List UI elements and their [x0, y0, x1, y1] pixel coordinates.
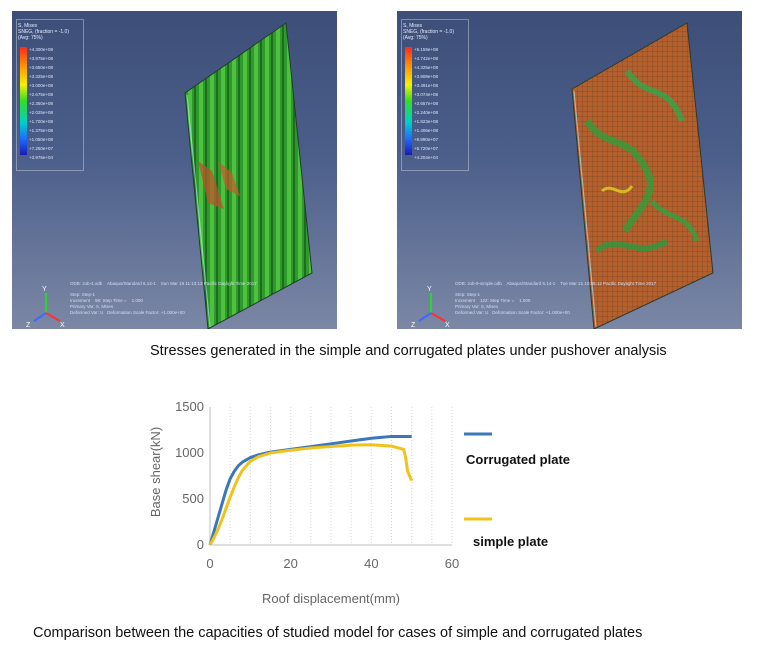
legend-header: S, Mises SNEG, (fraction = -1.0) (Avg: 7…: [18, 23, 69, 41]
x-tick-label: 20: [283, 556, 297, 571]
contour-legend: [16, 19, 84, 171]
x-tick-label: 0: [206, 556, 213, 571]
chart-legend: Corrugated plate simple plate: [464, 432, 570, 549]
legend-header: S, Mises SNEG, (fraction = -1.0) (Avg: 7…: [403, 23, 454, 41]
figure-caption-comparison: Comparison between the capacities of stu…: [33, 625, 643, 641]
y-tick-label: 1500: [175, 399, 204, 414]
chart-axes: [209, 407, 452, 546]
legend-values: +4.300e+08 +3.975e+08 +3.650e+08 +3.325e…: [29, 47, 54, 160]
step-info: Step: Step-1 Increment 98: Step Time = 1…: [70, 292, 185, 315]
svg-text:Y: Y: [42, 286, 47, 293]
x-tick-label: 40: [364, 556, 378, 571]
corrugated-plate-stress-image: S, Mises SNEG, (fraction = -1.0) (Avg: 7…: [12, 11, 337, 329]
legend-label-simple: simple plate: [473, 534, 548, 549]
legend-values: +5.159e+08 +4.742e+08 +4.325e+08 +3.908e…: [414, 47, 439, 160]
corrugated-plate-render: [184, 22, 313, 329]
x-axis-label: Roof displacement(mm): [262, 591, 400, 606]
x-tick-label: 60: [445, 556, 459, 571]
svg-text:Z: Z: [411, 322, 416, 329]
step-info: Step: Step-1 Increment 122: Step Time = …: [455, 292, 570, 315]
svg-text:Y: Y: [427, 286, 432, 293]
simple-plate-stress-image: S, Mises SNEG, (fraction = -1.0) (Avg: 7…: [397, 11, 742, 329]
legend-color-bar: [20, 47, 27, 155]
figure-caption-stresses: Stresses generated in the simple and cor…: [150, 343, 667, 359]
legend-color-bar: [405, 47, 412, 155]
y-tick-label: 1000: [175, 445, 204, 460]
axis-triad-icon: Y Z X: [411, 286, 450, 329]
y-tick-label: 0: [197, 537, 204, 552]
svg-text:X: X: [445, 322, 450, 329]
legend-label-corrugated: Corrugated plate: [466, 452, 570, 467]
series-line-corrugated: [208, 434, 412, 546]
y-axis-label: Base shear(kN): [148, 427, 163, 517]
axis-triad-icon: Y Z X: [26, 286, 65, 329]
svg-text:Z: Z: [26, 322, 31, 329]
odb-info: ODB: Job-4.odb Abaqus/Standard 6.14-1 Su…: [70, 281, 257, 286]
svg-text:X: X: [60, 322, 65, 329]
chart-series: [208, 434, 414, 546]
chart-grid: [229, 407, 453, 545]
pushover-curve-chart: 0 500 1000 1500 0 20 40 60 Base shear(kN) Roof …: [148, 399, 570, 606]
chart-tick-labels: 0 500 1000 1500 0 20 40 60: [175, 399, 459, 571]
odb-info: ODB: Job-9-simple.odb Abaqus/Standard 6.…: [455, 281, 657, 286]
y-tick-label: 500: [182, 491, 204, 506]
simple-plate-render: [571, 22, 714, 329]
contour-legend: [401, 19, 469, 171]
series-line-simple: [208, 443, 414, 546]
